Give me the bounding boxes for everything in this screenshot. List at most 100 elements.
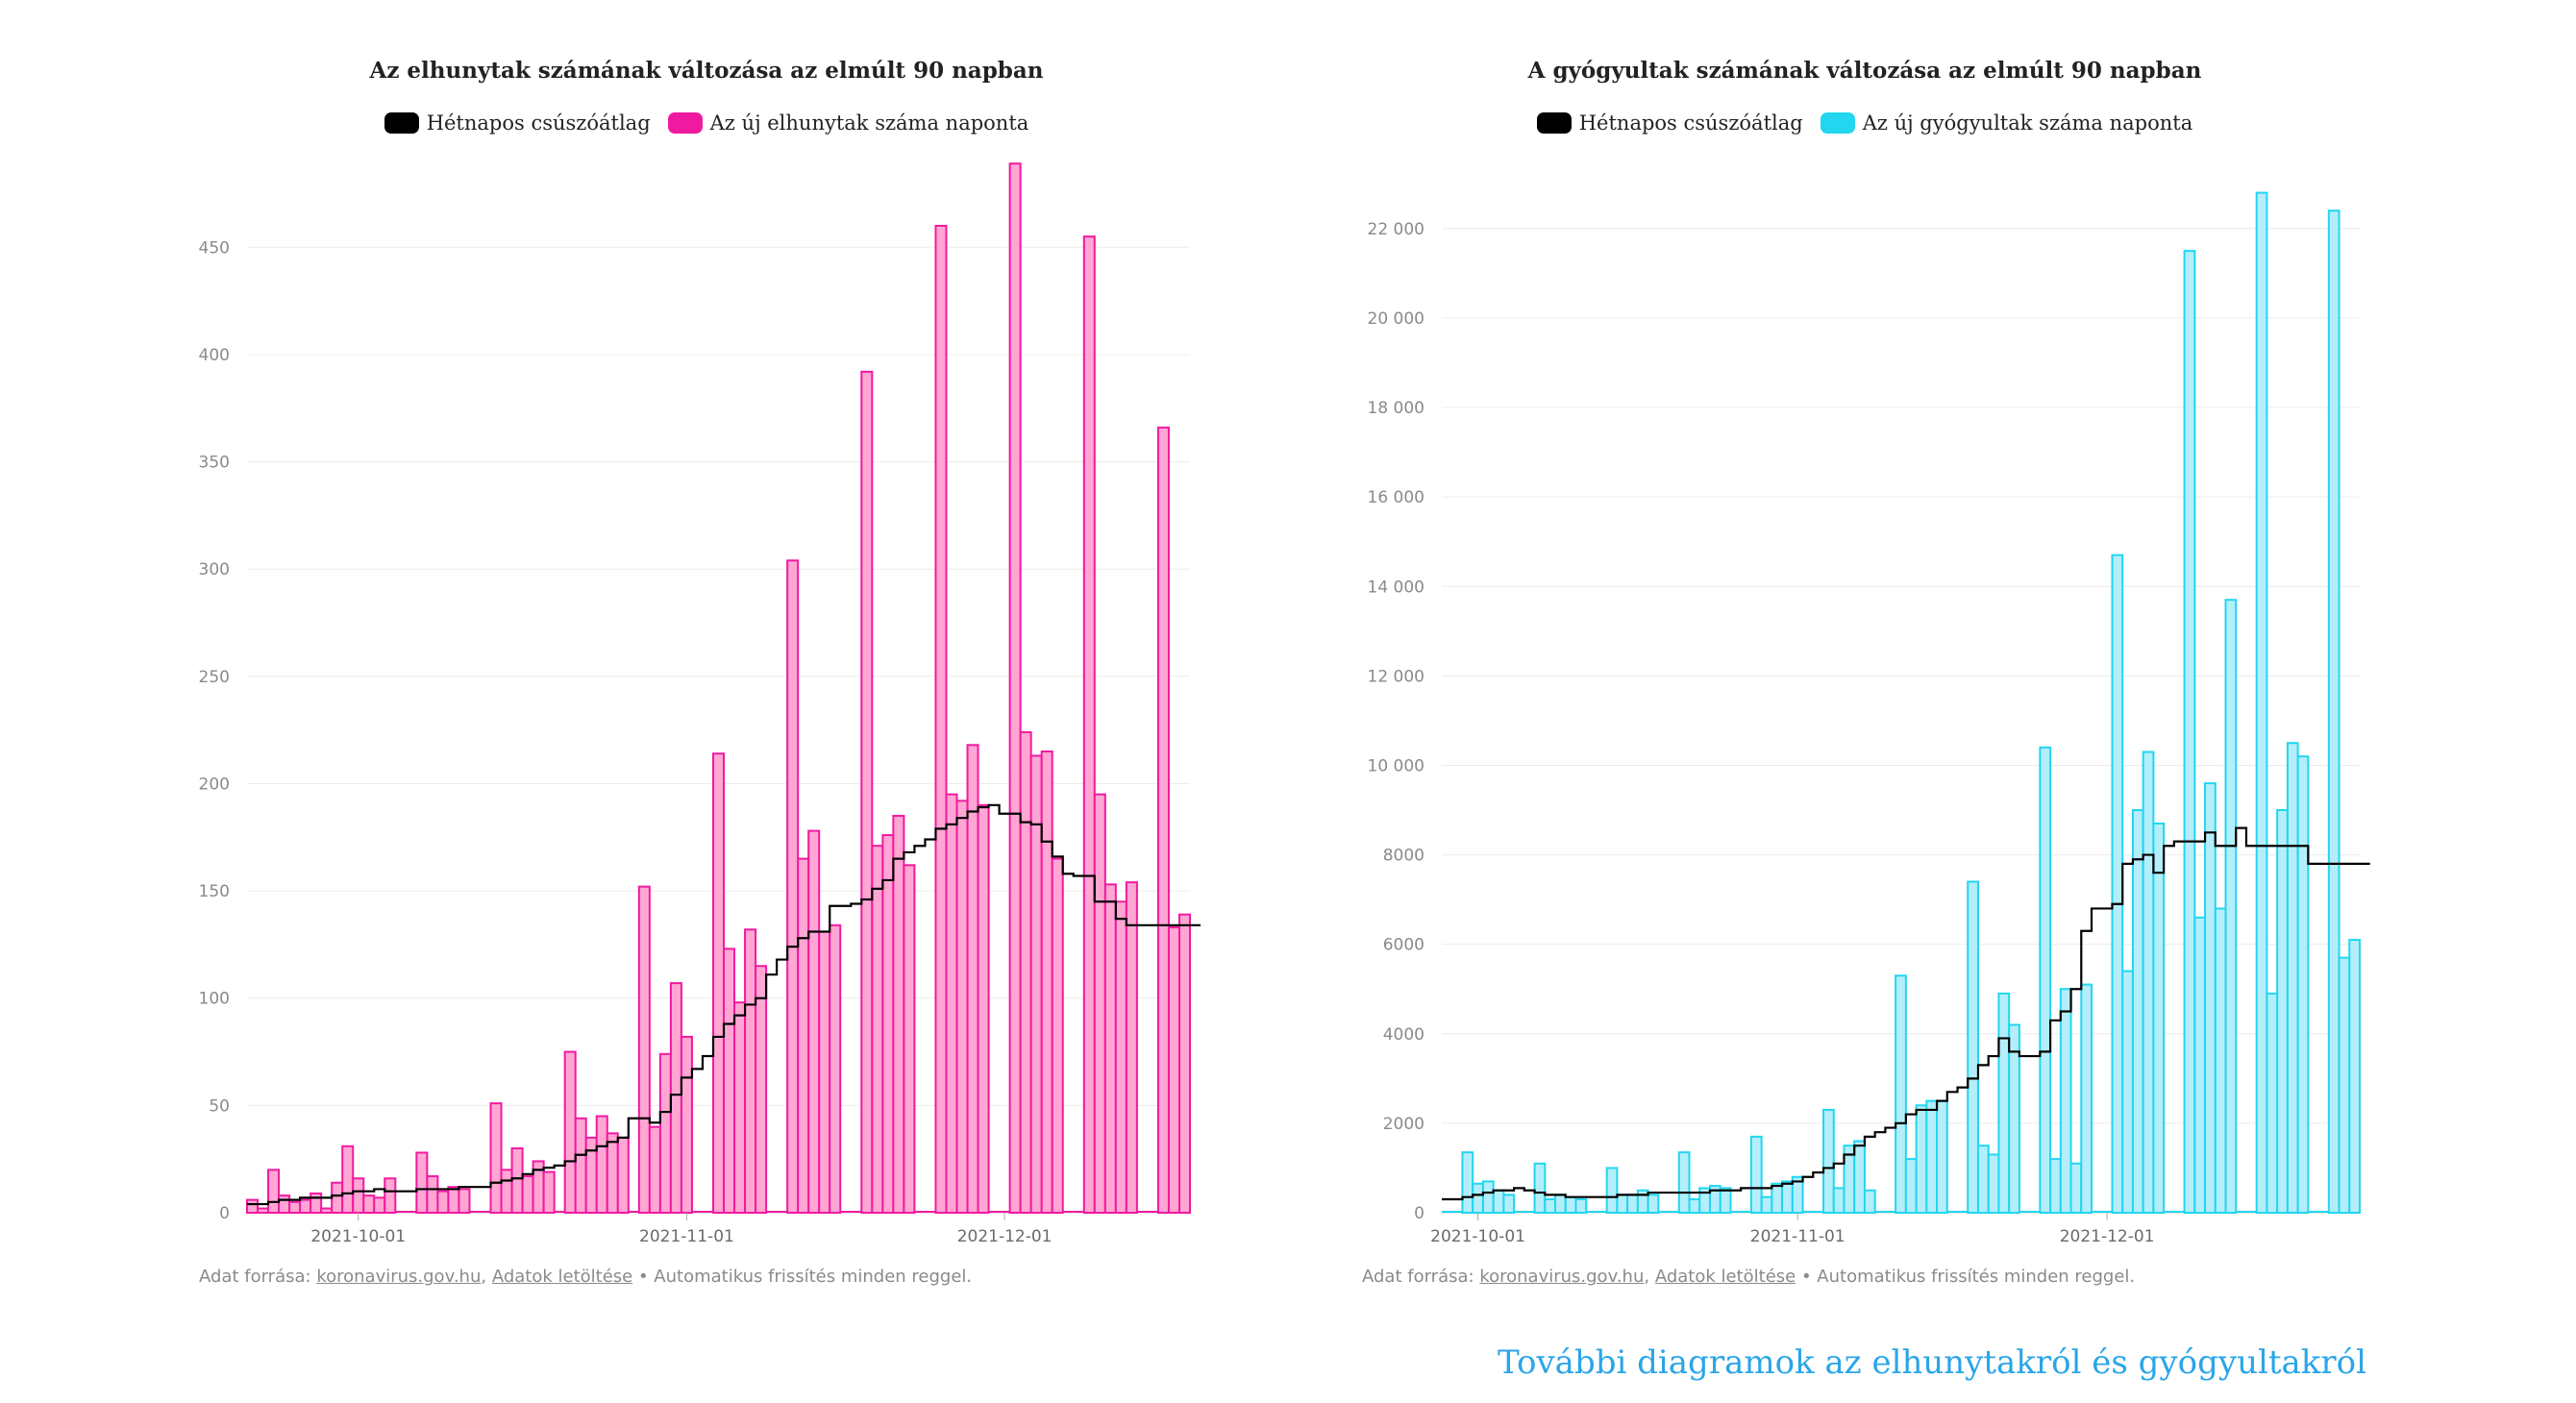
daily-bar: [2059, 988, 2072, 1215]
daily-bar: [1103, 883, 1117, 1214]
daily-bar: [584, 1136, 598, 1214]
daily-bar: [542, 1170, 556, 1214]
daily-bar: [1832, 1187, 1845, 1215]
daily-bar: [500, 1169, 513, 1214]
recovered-plot: 0 2000 4000 6000 8000 10 000 12 000 14 000 16 00…: [1368, 191, 2370, 1246]
x-tick-label: 2021-12-01: [2060, 1227, 2155, 1246]
source-prefix: Adat forrása:: [199, 1267, 311, 1287]
daily-bar: [1719, 1187, 1732, 1215]
legend-item-daily-deaths[interactable]: Az új elhunytak száma naponta: [667, 111, 1029, 135]
daily-bar: [563, 1050, 577, 1214]
daily-bar: [658, 1052, 672, 1215]
daily-bar: [1544, 1198, 1557, 1215]
daily-bar: [458, 1188, 471, 1214]
recovered-chart-title: A gyógyultak számának változása az elmúl…: [1527, 58, 2202, 84]
daily-bar: [733, 1001, 747, 1215]
daily-bar: [1781, 1180, 1794, 1214]
daily-bar: [1904, 1158, 1918, 1215]
daily-bar: [1987, 1153, 2000, 1214]
legend-swatch-average: [384, 112, 419, 134]
daily-bar: [616, 1136, 630, 1214]
y-tick-label: 22 000: [1368, 220, 1424, 239]
daily-bar: [1863, 1189, 1876, 1214]
daily-bar: [1936, 1099, 1948, 1214]
daily-bar: [2039, 746, 2052, 1214]
x-tick-label: 2021-10-01: [1430, 1227, 1525, 1246]
daily-bar: [1564, 1195, 1577, 1215]
daily-bar: [1114, 900, 1127, 1214]
y-tick-label: 20 000: [1368, 309, 1424, 329]
daily-bar: [797, 857, 810, 1214]
daily-bar: [1771, 1182, 1784, 1215]
daily-bar: [426, 1175, 439, 1215]
source-separator: ,: [481, 1267, 487, 1287]
daily-bar: [892, 814, 905, 1214]
daily-bar: [1636, 1189, 1649, 1214]
daily-bar: [2142, 751, 2155, 1214]
daily-bar: [1502, 1194, 1516, 1215]
daily-bar: [934, 224, 948, 1214]
daily-bar: [1677, 1151, 1691, 1215]
daily-bar: [648, 1125, 661, 1214]
daily-bar: [860, 370, 874, 1215]
recovered-source-note: Adat forrása: koronavirus.gov.hu, Adatok…: [1362, 1267, 2135, 1287]
daily-bar: [1492, 1189, 1505, 1214]
daily-bar: [2121, 970, 2134, 1215]
daily-bar: [966, 744, 979, 1214]
daily-bar: [903, 864, 916, 1214]
daily-bar: [977, 803, 990, 1214]
source-separator: ,: [1644, 1267, 1650, 1287]
legend-label-average: Hétnapos csúszóátlag: [1578, 111, 1803, 135]
daily-bar: [1472, 1182, 1484, 1215]
daily-bar: [1554, 1194, 1567, 1215]
daily-bar: [489, 1102, 503, 1215]
daily-bar: [521, 1175, 534, 1215]
daily-bar: [1019, 730, 1032, 1215]
daily-bar: [786, 559, 800, 1214]
daily-bar: [310, 1192, 323, 1215]
y-tick-label: 400: [199, 346, 230, 365]
daily-bar: [257, 1207, 270, 1214]
more-charts-link[interactable]: További diagramok az elhunytakról és gyó…: [1497, 1343, 2366, 1382]
daily-bar: [447, 1186, 460, 1214]
download-data-link[interactable]: Adatok letöltése: [1654, 1267, 1796, 1287]
y-tick-label: 250: [199, 668, 230, 687]
legend-item-daily-recovered[interactable]: Az új gyógyultak száma naponta: [1820, 111, 2193, 135]
daily-bar: [669, 982, 682, 1215]
y-tick-label: 450: [199, 238, 230, 258]
daily-bar: [2131, 809, 2144, 1215]
y-tick-label: 12 000: [1368, 667, 1424, 686]
y-tick-label: 200: [199, 775, 230, 794]
daily-bar: [829, 923, 842, 1214]
daily-bar: [373, 1196, 386, 1215]
daily-bar: [755, 965, 768, 1214]
y-tick-label: 18 000: [1368, 399, 1424, 418]
daily-bar: [2286, 742, 2299, 1214]
daily-bar: [1853, 1140, 1866, 1214]
daily-bar: [2152, 822, 2166, 1214]
daily-bar: [1125, 881, 1138, 1215]
daily-bar: [1481, 1180, 1495, 1214]
daily-bar: [1760, 1195, 1773, 1215]
source-site-link[interactable]: koronavirus.gov.hu: [316, 1267, 482, 1287]
legend-label-daily-recovered: Az új gyógyultak száma naponta: [1862, 111, 2193, 135]
moving-average-line: [247, 803, 1201, 1206]
daily-bar: [2348, 939, 2361, 1214]
daily-bar: [2327, 209, 2341, 1215]
daily-bar: [299, 1198, 312, 1215]
source-site-link[interactable]: koronavirus.gov.hu: [1479, 1267, 1645, 1287]
daily-bar: [2296, 755, 2310, 1215]
daily-bar: [606, 1132, 619, 1215]
daily-bar: [1749, 1135, 1763, 1214]
daily-bar: [1461, 1151, 1474, 1215]
daily-bar: [2204, 782, 2217, 1214]
legend-label-daily-deaths: Az új elhunytak száma naponta: [709, 111, 1029, 135]
y-tick-label: 350: [199, 454, 230, 473]
daily-bar: [1082, 235, 1096, 1214]
legend-item-average[interactable]: Hétnapos csúszóátlag: [1536, 111, 1803, 135]
download-data-link[interactable]: Adatok letöltése: [491, 1267, 633, 1287]
daily-bar: [415, 1151, 429, 1215]
daily-bar: [1167, 926, 1180, 1214]
daily-bar: [2214, 907, 2227, 1214]
legend-item-average[interactable]: Hétnapos csúszóátlag: [384, 111, 651, 135]
